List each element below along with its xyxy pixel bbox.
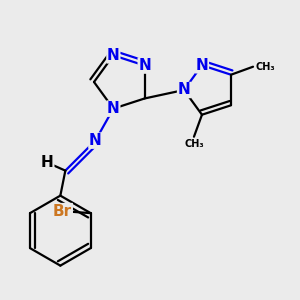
Text: CH₃: CH₃ — [184, 139, 204, 149]
Text: N: N — [89, 133, 102, 148]
Text: Br: Br — [53, 204, 72, 219]
Text: H: H — [41, 155, 54, 170]
Text: CH₃: CH₃ — [255, 62, 275, 72]
Text: N: N — [107, 101, 120, 116]
Text: N: N — [107, 48, 120, 63]
Text: N: N — [138, 58, 151, 73]
Text: N: N — [196, 58, 208, 73]
Text: N: N — [178, 82, 190, 98]
